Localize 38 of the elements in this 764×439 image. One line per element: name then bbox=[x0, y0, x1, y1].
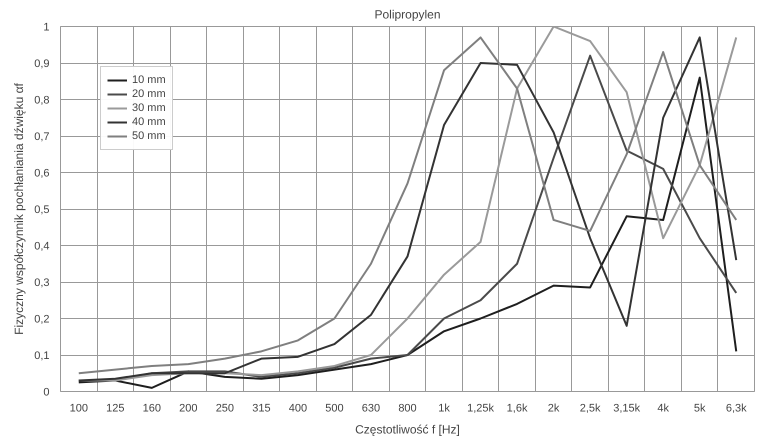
legend-label: 50 mm bbox=[132, 130, 166, 142]
y-tick-label: 0,8 bbox=[34, 94, 50, 106]
y-tick-label: 0,5 bbox=[34, 204, 50, 216]
x-tick-label: 1,6k bbox=[506, 402, 528, 414]
y-tick-label: 1 bbox=[43, 22, 50, 34]
x-tick-label: 2,5k bbox=[580, 402, 602, 414]
y-tick-label: 0,3 bbox=[34, 277, 50, 289]
legend-label: 40 mm bbox=[132, 116, 166, 128]
x-tick-label: 4k bbox=[657, 402, 670, 414]
x-tick-label: 160 bbox=[142, 402, 161, 414]
x-tick-label: 1,25k bbox=[467, 402, 495, 414]
legend-label: 20 mm bbox=[132, 88, 166, 100]
y-tick-label: 0,1 bbox=[34, 350, 50, 362]
x-tick-label: 3,15k bbox=[613, 402, 641, 414]
x-tick-label: 315 bbox=[252, 402, 271, 414]
chart-title: Polipropylen bbox=[374, 8, 441, 22]
y-axis-title: Fizyczny współczynnik pochłaniania dźwięku αf bbox=[12, 82, 26, 335]
x-tick-label: 630 bbox=[362, 402, 380, 414]
x-tick-label: 6,3k bbox=[726, 402, 748, 414]
x-tick-label: 1k bbox=[438, 402, 450, 414]
x-tick-label: 100 bbox=[70, 402, 88, 414]
y-tick-label: 0,2 bbox=[34, 314, 50, 326]
x-axis-title: Częstotliwość f [Hz] bbox=[355, 422, 460, 436]
x-tick-label: 2k bbox=[548, 402, 560, 414]
x-tick-label: 500 bbox=[325, 402, 344, 414]
x-tick-label: 800 bbox=[398, 402, 417, 414]
x-tick-label: 250 bbox=[216, 402, 234, 414]
x-tick-label: 5k bbox=[694, 402, 706, 414]
x-tick-label: 200 bbox=[179, 402, 198, 414]
y-tick-label: 0,4 bbox=[34, 240, 50, 252]
x-tick-label: 125 bbox=[106, 402, 124, 414]
x-tick-label: 400 bbox=[288, 402, 308, 414]
legend-label: 30 mm bbox=[132, 102, 166, 114]
y-tick-label: 0,6 bbox=[34, 168, 50, 180]
y-tick-label: 0,9 bbox=[34, 58, 50, 70]
y-tick-label: 0,7 bbox=[34, 131, 50, 143]
legend-label: 10 mm bbox=[132, 74, 166, 86]
y-tick-label: 0 bbox=[43, 386, 50, 398]
